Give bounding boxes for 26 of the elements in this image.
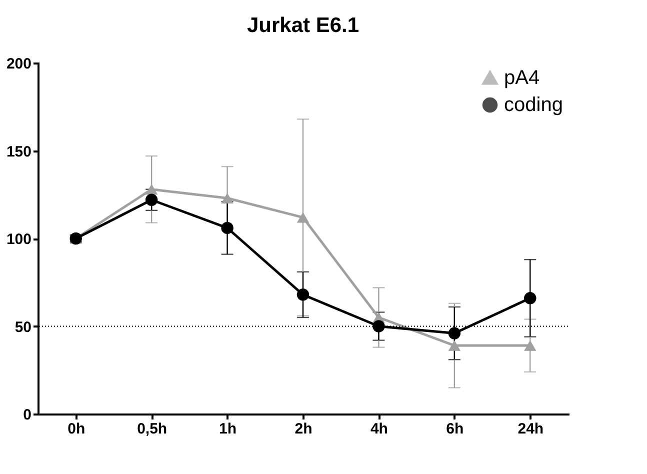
legend-label: pA4 bbox=[504, 67, 540, 89]
chart-title: Jurkat E6.1 bbox=[246, 14, 360, 37]
point bbox=[448, 340, 461, 351]
x-tick-label: 1h bbox=[219, 420, 237, 438]
point bbox=[524, 340, 536, 351]
y-tick-label: 200 bbox=[6, 56, 32, 72]
x-tick-label: 24h bbox=[518, 420, 544, 438]
point bbox=[145, 194, 158, 206]
y-tick-label: 100 bbox=[6, 231, 32, 248]
y-tick-label: 150 bbox=[6, 143, 32, 160]
point bbox=[221, 222, 234, 234]
point bbox=[145, 184, 158, 195]
y-tick-label: 50 bbox=[14, 318, 32, 336]
y-tick-label: 0 bbox=[23, 406, 32, 424]
point bbox=[296, 212, 310, 223]
x-tick-label: 0,5h bbox=[137, 420, 168, 438]
x-tick-label: 0h bbox=[68, 420, 86, 438]
point bbox=[296, 288, 310, 301]
point bbox=[524, 292, 536, 304]
x-tick-label: 2h bbox=[294, 420, 312, 438]
x-tick-label: 6h bbox=[446, 420, 464, 438]
legend-label: coding bbox=[504, 94, 563, 116]
point bbox=[448, 327, 461, 340]
point bbox=[372, 320, 385, 332]
point bbox=[221, 192, 234, 204]
x-tick-label: 4h bbox=[370, 420, 388, 438]
